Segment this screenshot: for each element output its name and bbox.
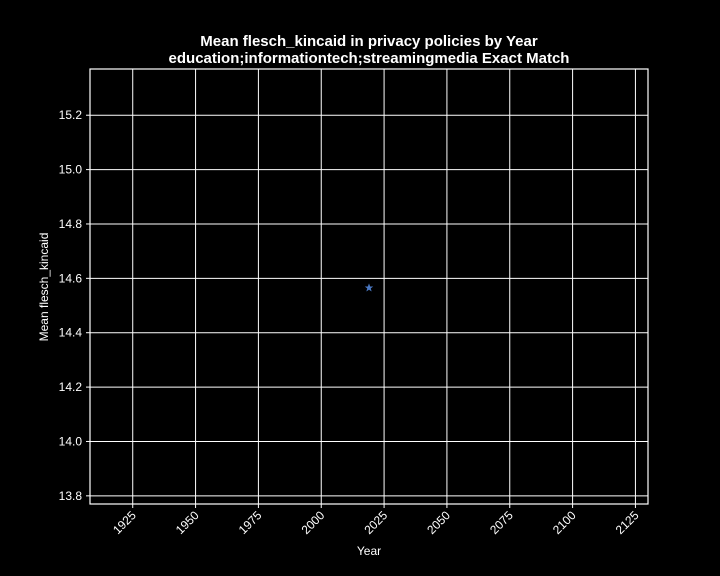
x-tick-label: 1975 <box>236 508 265 537</box>
plot-frame <box>89 68 649 505</box>
data-point <box>364 283 374 292</box>
y-tick-label: 13.8 <box>59 489 83 503</box>
y-tick-label: 15.2 <box>59 108 83 122</box>
y-tick-label: 14.4 <box>59 326 83 340</box>
y-tick-label: 14.8 <box>59 217 83 231</box>
x-tick-label: 2050 <box>424 508 453 537</box>
x-tick-label: 2125 <box>613 508 642 537</box>
data-points <box>364 283 374 292</box>
x-tick-label: 2025 <box>361 508 390 537</box>
x-tick-label: 1950 <box>173 508 202 537</box>
x-tick-label: 2100 <box>550 508 579 537</box>
y-tick-label: 14.0 <box>59 434 83 448</box>
chart-subtitle: education;informationtech;streamingmedia… <box>169 50 570 67</box>
chart-title: Mean flesch_kincaid in privacy policies … <box>200 33 538 50</box>
grid <box>90 69 648 504</box>
ticks: 1925 1950 1975 2000 2025 2050 2075 2100 2125 13.8… <box>59 108 642 537</box>
x-tick-label: 2000 <box>299 508 328 537</box>
x-tick-label: 2075 <box>487 508 516 537</box>
y-tick-label: 15.0 <box>59 163 83 177</box>
y-tick-label: 14.2 <box>59 380 83 394</box>
x-axis-label: Year <box>357 544 381 558</box>
y-tick-label: 14.6 <box>59 271 83 285</box>
x-tick-label: 1925 <box>110 508 139 537</box>
y-axis-label: Mean flesch_kincaid <box>37 233 51 342</box>
